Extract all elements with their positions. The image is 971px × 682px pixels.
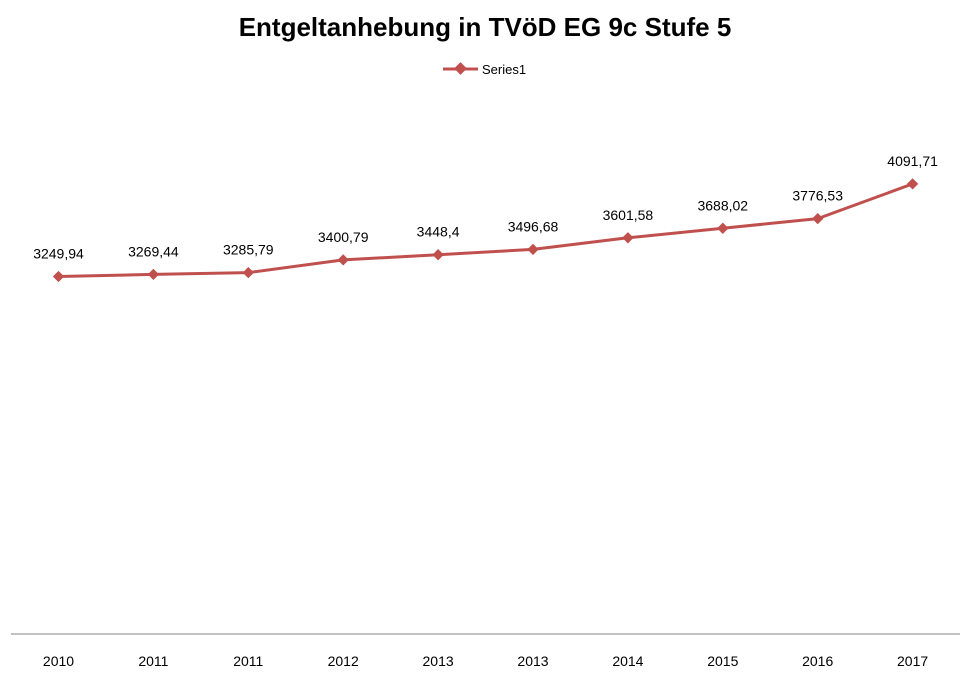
x-tick-label: 2016 xyxy=(802,653,833,669)
data-point-marker xyxy=(622,232,634,244)
data-point-marker xyxy=(527,243,539,256)
x-tick-label: 2015 xyxy=(707,653,738,669)
x-tick-label: 2011 xyxy=(138,653,168,669)
data-label: 3601,58 xyxy=(603,207,654,223)
data-label: 3448,4 xyxy=(417,224,460,240)
x-tick-label: 2012 xyxy=(328,653,359,669)
x-tick-label: 2013 xyxy=(517,653,548,669)
data-point-marker xyxy=(432,249,444,261)
data-label: 3285,79 xyxy=(223,242,274,258)
data-point-marker xyxy=(52,270,65,283)
data-label: 3688,02 xyxy=(697,197,748,213)
x-tick-label: 2017 xyxy=(897,653,928,669)
data-point-marker xyxy=(812,212,824,225)
data-point-marker xyxy=(147,268,160,281)
data-label: 3776,53 xyxy=(792,188,843,204)
data-label: 3269,44 xyxy=(128,243,179,259)
x-tick-label: 2014 xyxy=(612,653,643,669)
legend-diamond-icon xyxy=(454,62,467,75)
x-axis-tick-labels: 2010 2011 2011 2012 2013 2013 2014 2015 2016 2017 xyxy=(43,653,928,669)
legend: Series1 xyxy=(443,62,526,77)
chart-title: Entgeltanhebung in TVöD EG 9c Stufe 5 xyxy=(239,12,732,42)
legend-series-name: Series1 xyxy=(482,62,526,77)
data-point-marker xyxy=(717,222,729,234)
data-point-marker xyxy=(242,266,254,279)
data-label: 3400,79 xyxy=(318,229,369,245)
x-tick-label: 2010 xyxy=(43,653,74,669)
series-line xyxy=(58,182,914,278)
x-tick-label: 2011 xyxy=(233,653,263,669)
data-label: 3249,94 xyxy=(33,246,84,262)
data-label: 4091,71 xyxy=(887,153,938,169)
data-point-marker xyxy=(906,178,919,190)
x-tick-label: 2013 xyxy=(423,653,454,669)
plot-area: 3249,94 3269,44 3285,79 3400,79 3448,4 3496,6… xyxy=(33,153,938,283)
data-point-marker xyxy=(337,254,349,266)
data-label: 3496,68 xyxy=(508,218,559,234)
